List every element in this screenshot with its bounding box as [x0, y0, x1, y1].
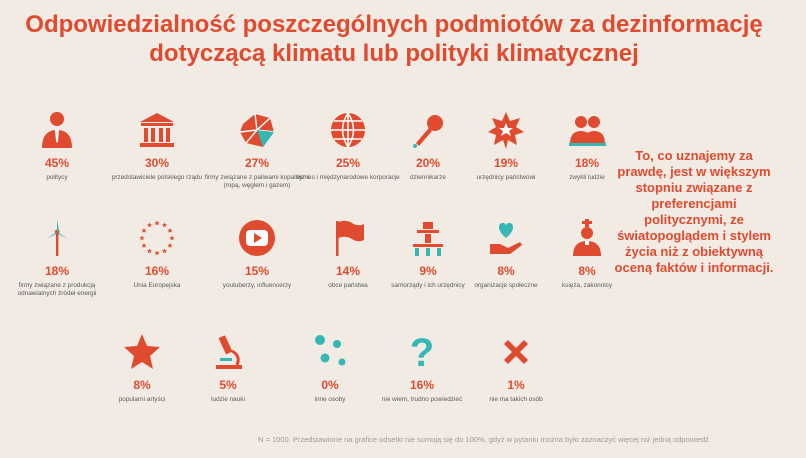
value-label: 8% [133, 378, 151, 392]
value-label: 16% [144, 264, 170, 278]
pictogram-item: 16% Unia Europejska [101, 218, 213, 290]
category-label: dziennikarze [410, 174, 446, 181]
pictogram-item: 8% księża, zakonnicy [531, 218, 643, 290]
heart-hand-icon [490, 222, 522, 254]
local-government-icon [413, 222, 443, 256]
value-label: 25% [335, 156, 361, 170]
category-label: księża, zakonnicy [561, 282, 613, 289]
value-label: 5% [219, 378, 237, 392]
value-label: 16% [409, 378, 435, 392]
value-label: 19% [493, 156, 519, 170]
coal-icon [239, 113, 275, 147]
value-label: 8% [497, 264, 515, 278]
microscope-icon [216, 335, 242, 369]
pictogram-item: 5% ludzie nauki [172, 332, 284, 404]
eu-stars-icon [139, 220, 175, 256]
category-label: youtuberzy, influencerzy [222, 282, 292, 289]
pictogram-item: 18% zwykli ludzie [531, 110, 643, 182]
svg-text:?: ? [410, 332, 434, 372]
pictogram-item: 25% biznes i międzynarodowe korporacje [292, 110, 404, 182]
category-label: samorządy i ich urzędnicy [391, 282, 465, 289]
category-label: zwykli ludzie [569, 174, 605, 181]
value-label: 1% [507, 378, 525, 392]
category-label: inne osoby [314, 396, 346, 403]
pictogram-item: 45% politycy [1, 110, 113, 182]
question-mark-icon: ? [410, 332, 434, 372]
side-note: To, co uznajemy za prawdę, jest w większ… [614, 148, 774, 275]
value-label: 0% [321, 378, 339, 392]
category-label: organizacje społeczne [474, 282, 538, 289]
pictogram-item: 8% popularni artyści [86, 332, 198, 404]
star-icon [124, 334, 160, 369]
person-icon [42, 112, 72, 148]
pictogram-item: 27% firmy związane z paliwami kopalnymi (… [201, 110, 313, 190]
category-label: biznes i międzynarodowe korporacje [296, 174, 400, 181]
badge-star-icon [488, 112, 524, 149]
priest-icon [573, 219, 601, 256]
value-label: 9% [419, 264, 437, 278]
pictogram-item: 9% samorządy i ich urzędnicy [372, 218, 484, 290]
value-label: 8% [578, 264, 596, 278]
value-label: 30% [144, 156, 170, 170]
category-label: firmy związane z paliwami kopalnymi (rop… [204, 174, 310, 189]
category-label: Unia Europejska [133, 282, 181, 289]
category-label: obce państwa [328, 282, 368, 289]
pictogram-item: 15% youtuberzy, influencerzy [201, 218, 313, 290]
category-label: nie ma takich osób [489, 396, 543, 403]
category-label: ludzie nauki [211, 396, 245, 403]
chart-title: Odpowiedzialność poszczególnych podmiotó… [25, 11, 763, 67]
government-building-icon [140, 113, 174, 147]
value-label: 27% [244, 156, 270, 170]
category-label: urzędnicy państwowi [476, 174, 536, 181]
category-label: przedstawiciele polskiego rządu [111, 174, 203, 181]
pictogram-item: 30% przedstawiciele polskiego rządu [101, 110, 213, 182]
value-label: 18% [44, 264, 70, 278]
pictogram-item: 0% inne osoby [274, 332, 386, 404]
value-label: 18% [574, 156, 600, 170]
microphone-icon [413, 115, 443, 148]
value-label: 14% [335, 264, 361, 278]
cross-icon [504, 340, 528, 364]
people-icon [569, 116, 606, 146]
globe-icon [331, 112, 365, 148]
value-label: 45% [44, 156, 70, 170]
value-label: 15% [244, 264, 270, 278]
category-label: politycy [46, 174, 68, 181]
pictogram-item: 18% firmy związane z produkcją odnawialny… [1, 218, 113, 298]
pictogram-item: 1% nie ma takich osób [460, 332, 572, 404]
wind-turbine-icon [46, 219, 68, 256]
dots-icon [315, 335, 346, 366]
category-label: firmy związane z produkcją odnawialnych … [17, 282, 97, 297]
pictogram-item: 8% organizacje społeczne [450, 218, 562, 290]
value-label: 20% [415, 156, 441, 170]
category-label: nie wiem, trudno powiedzieć [381, 396, 463, 403]
pictogram-item: 20% dziennikarze [372, 110, 484, 182]
footnote: N = 1000. Przedstawione na grafice odset… [258, 435, 709, 444]
category-label: popularni artyści [118, 396, 166, 403]
pictogram-item: 19% urzędnicy państwowi [450, 110, 562, 182]
pictogram-item: ? 16% nie wiem, trudno powiedzieć [366, 332, 478, 404]
youtube-icon [239, 220, 275, 256]
flag-icon [336, 220, 364, 256]
pictogram-item: 14% obce państwa [292, 218, 404, 290]
